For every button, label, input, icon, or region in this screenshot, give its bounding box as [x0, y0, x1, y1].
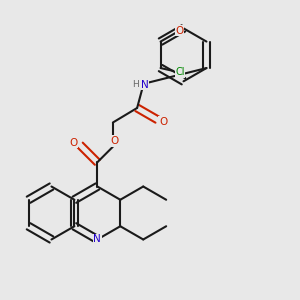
Text: O: O [110, 136, 118, 146]
Text: N: N [141, 80, 148, 89]
Text: Cl: Cl [175, 67, 185, 77]
Text: O: O [159, 117, 167, 127]
Text: N: N [94, 235, 101, 244]
Text: O: O [69, 138, 77, 148]
Text: H: H [132, 80, 138, 89]
Text: O: O [176, 26, 184, 36]
